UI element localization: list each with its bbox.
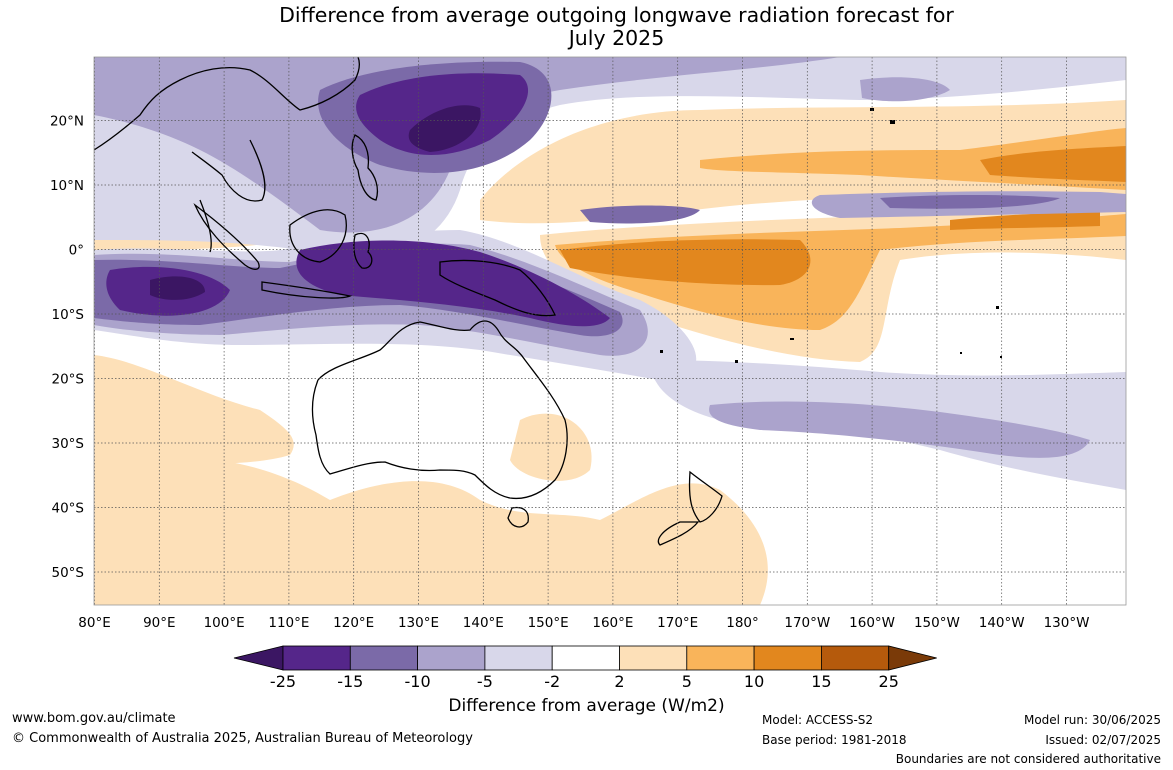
colorbar-bin: [551, 645, 620, 671]
hawaii-negative: [860, 77, 950, 102]
latitude-labels: 20°N 10°N 0° 10°S 20°S 30°S 40°S 50°S: [50, 114, 84, 582]
colorbar-tick-label: 10: [744, 672, 764, 691]
title-line-1: Difference from average outgoing longwav…: [279, 3, 954, 27]
model-run-date: Model run: 30/06/2025: [1023, 713, 1161, 727]
equatorial-dark-core: [560, 239, 811, 286]
longitude-label: 120°E: [333, 615, 374, 631]
australia-coastline: [311, 320, 568, 500]
latitude-label: 0°: [69, 243, 84, 259]
colorbar-bin: [349, 645, 418, 671]
sulawesi-coastline: [353, 232, 373, 269]
colorbar-tick-label: 15: [811, 672, 831, 691]
longitude-labels: 80°E 90°E 100°E 110°E 120°E 130°E 140°E 150°E 16…: [78, 615, 1089, 631]
base-period: Base period: 1981-2018: [762, 733, 907, 747]
longitude-label: 90°E: [143, 615, 175, 631]
model-name: Model: ACCESS-S2: [762, 713, 874, 727]
colorbar-tick-label: -2: [544, 672, 560, 691]
new-zealand-coastline: [657, 470, 723, 546]
anomaly-field: [94, 57, 1126, 605]
latitude-label: 40°S: [52, 501, 85, 517]
website-link[interactable]: www.bom.gov.au/climate: [12, 711, 176, 726]
colorbar-tick-label: -10: [405, 672, 431, 691]
tasmania-coastline: [507, 506, 529, 528]
colorbar-tick-label: -5: [477, 672, 493, 691]
north-west-negative-mid: [94, 57, 840, 233]
asia-mainland-coastline: [94, 57, 360, 253]
colorbar-tick-label: 25: [879, 672, 899, 691]
indian-ocean-negative-core: [150, 276, 205, 300]
colorbar-bin: [821, 645, 890, 671]
longitude-label: 180°: [726, 615, 759, 631]
colorbar-bin: [282, 645, 351, 671]
longitude-label: 170°W: [784, 615, 830, 631]
latitude-label: 20°N: [50, 114, 84, 130]
colorbar-tick-label: 2: [614, 672, 624, 691]
new-guinea-coastline: [439, 259, 556, 317]
longitude-label: 110°E: [268, 615, 309, 631]
colorbar-min-arrow: [233, 645, 284, 671]
longitude-label: 140°W: [979, 615, 1025, 631]
latitude-label: 50°S: [52, 565, 85, 581]
colorbar-bin: [686, 645, 755, 671]
latitude-label: 10°N: [50, 178, 84, 194]
longitude-label: 150°E: [528, 615, 569, 631]
southwest-positive-patch: [94, 355, 294, 470]
colorbar-label: Difference from average (W/m2): [448, 696, 725, 716]
colorbar-bin: [619, 645, 688, 671]
issued-date: Issued: 02/07/2025: [1045, 733, 1161, 747]
sumatra-java-coastline: [193, 203, 353, 299]
copyright-text: © Commonwealth of Australia 2025, Austra…: [12, 731, 473, 746]
longitude-label: 130°W: [1044, 615, 1090, 631]
longitude-label: 130°E: [398, 615, 439, 631]
equatorial-east-dark: [950, 212, 1100, 230]
philippines-coastline: [351, 134, 379, 201]
longitude-label: 80°E: [78, 615, 110, 631]
longitude-label: 160°E: [592, 615, 633, 631]
colorbar-tick-label: -15: [337, 672, 363, 691]
longitude-label: 140°E: [463, 615, 504, 631]
latitude-label: 20°S: [52, 372, 85, 388]
colorbar: -25 -15 -10 -5 -2 2 5 10 15 25: [233, 645, 937, 691]
north-pacific-dark: [980, 146, 1126, 182]
graticule: [94, 57, 1126, 605]
plot-frame: [93, 56, 1127, 606]
colorbar-max-arrow: [888, 645, 937, 671]
colorbar-tick-label: 5: [682, 672, 692, 691]
latitude-label: 10°S: [52, 307, 85, 323]
philippine-sea-negative-center: [408, 105, 481, 152]
east-pacific-negative-strong: [580, 195, 1060, 224]
longitude-label: 100°E: [204, 615, 245, 631]
south-pacific-negative-mid: [709, 401, 1090, 458]
colorbar-bin: [753, 645, 822, 671]
colorbar-bin: [484, 645, 553, 671]
southern-positive-band: [94, 457, 768, 605]
title-line-2: July 2025: [568, 26, 665, 50]
colorbar-tick-label: -25: [270, 672, 296, 691]
map-title: Difference from average outgoing longwav…: [0, 4, 1173, 50]
latitude-label: 30°S: [52, 436, 85, 452]
longitude-label: 150°W: [914, 615, 960, 631]
boundaries-disclaimer: Boundaries are not considered authoritat…: [895, 752, 1161, 766]
longitude-label: 160°W: [849, 615, 895, 631]
tasman-positive-patch: [510, 413, 592, 481]
borneo-coastline: [289, 209, 347, 263]
colorbar-bin: [417, 645, 486, 671]
longitude-label: 170°E: [657, 615, 698, 631]
